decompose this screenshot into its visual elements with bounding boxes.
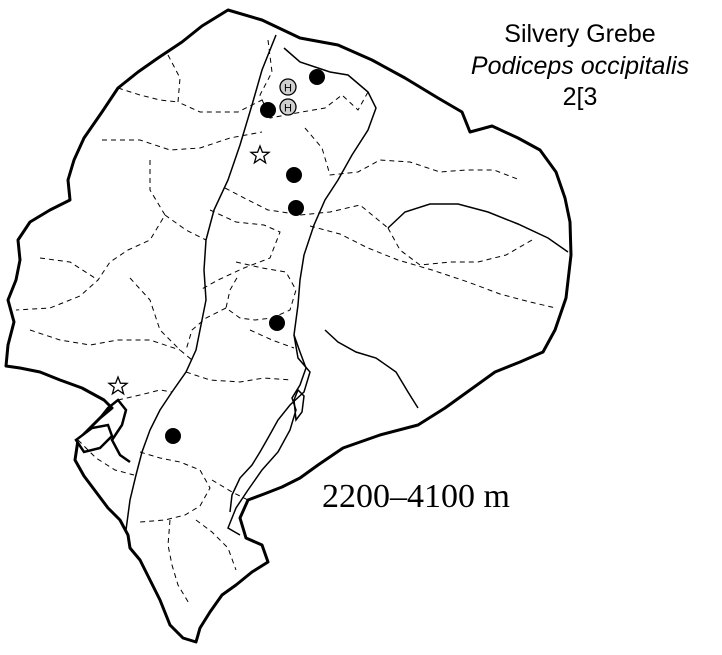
andes-east-contour bbox=[229, 47, 377, 513]
historical-marker-letter: H bbox=[284, 103, 292, 115]
star-markers bbox=[107, 144, 271, 396]
species-map-code: 2[3 bbox=[562, 83, 598, 111]
gulf-coast bbox=[99, 398, 131, 464]
record-dot bbox=[288, 200, 304, 216]
basin-line-north bbox=[387, 203, 569, 253]
country-outline bbox=[4, 8, 573, 644]
record-dot bbox=[309, 69, 325, 85]
record-dot bbox=[260, 102, 276, 118]
historical-marker-letter: H bbox=[284, 83, 292, 95]
record-dot bbox=[269, 315, 285, 331]
record-markers bbox=[165, 69, 325, 444]
puna-island bbox=[74, 423, 114, 454]
star-icon bbox=[107, 375, 129, 396]
record-dot bbox=[286, 167, 302, 183]
star-icon bbox=[249, 144, 271, 165]
east-ridge bbox=[227, 334, 307, 536]
species-scientific-name: Podiceps occipitalis bbox=[470, 52, 690, 80]
record-dot bbox=[165, 428, 181, 444]
historical-marker: H bbox=[279, 98, 297, 116]
andes-west-contour bbox=[125, 34, 277, 531]
cordillera-east-loop bbox=[293, 388, 305, 422]
species-common-name: Silvery Grebe bbox=[504, 20, 656, 48]
elevation-range: 2200–4100 m bbox=[322, 478, 510, 515]
basin-line-south bbox=[324, 329, 419, 409]
historical-marker: H bbox=[279, 78, 297, 96]
province-boundaries bbox=[15, 39, 557, 606]
species-title-block: Silvery Grebe Podiceps occipitalis 2[3 bbox=[440, 18, 720, 112]
